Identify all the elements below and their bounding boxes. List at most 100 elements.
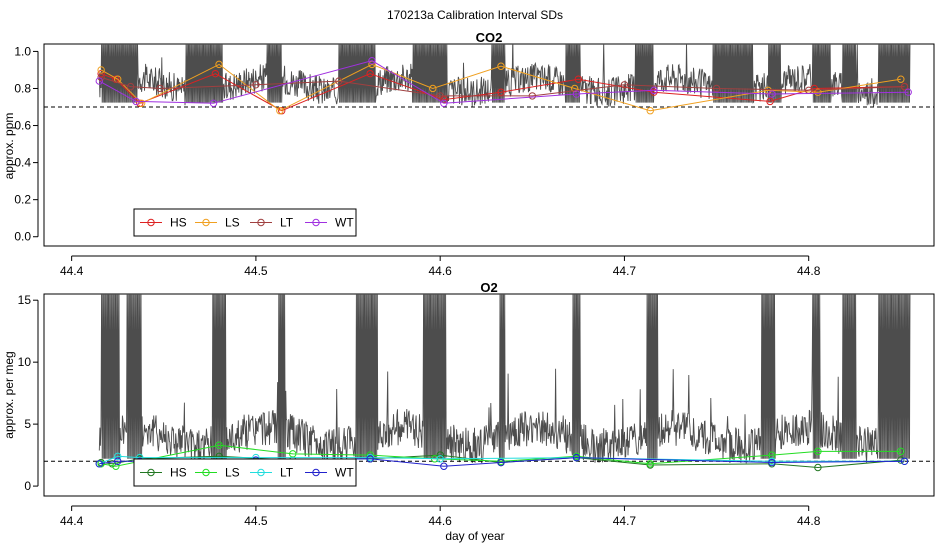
co2-y-tick-label: 0.0 [14, 230, 31, 244]
co2-y-tick-label: 0.8 [14, 81, 31, 95]
o2-y-tick-label: 5 [24, 417, 31, 431]
co2-series-wt-point [768, 90, 776, 98]
o2-series-ls-point [814, 447, 822, 456]
co2-series-hs-point [574, 75, 583, 83]
co2-series-lt-point [97, 73, 105, 82]
co2-series-lt-point [620, 81, 629, 89]
co2-chart-title: CO2 [476, 30, 503, 45]
o2-x-tick-label: 44.5 [244, 514, 268, 528]
o2-series-wt-point [572, 453, 581, 462]
co2-series-hs-point [366, 69, 374, 78]
o2-legend-label-ls: LS [225, 466, 240, 480]
o2-legend-marker [257, 468, 265, 477]
co2-series-lt-point [712, 84, 721, 93]
co2-y-axis-label: approx. ppm [2, 113, 16, 180]
o2-series-ls-point [112, 462, 120, 470]
o2-series-wt-point [497, 458, 505, 467]
co2-legend-label-lt: LT [280, 216, 294, 230]
o2-legend-marker [202, 468, 210, 477]
co2-series-lt-point [252, 81, 260, 89]
co2-series-hs-point [497, 88, 505, 96]
o2-series-wt-point [900, 457, 909, 466]
o2-x-tick-label: 44.8 [797, 514, 821, 528]
o2-panel: O2 approx. per meg day of year 44.4 44.5 4… [2, 280, 935, 543]
co2-series-ls-point [897, 75, 905, 83]
co2-series-lt-point [528, 92, 537, 100]
co2-series-wt-line [99, 60, 909, 104]
x-axis-label: day of year [445, 529, 504, 543]
co2-series-hs-point [211, 69, 220, 78]
o2-series-lt-point [436, 455, 444, 463]
co2-legend-marker [147, 218, 155, 227]
o2-y-tick-label: 10 [18, 355, 32, 369]
co2-series-wt-point [209, 99, 218, 108]
co2-legend-label-hs: HS [170, 216, 187, 230]
o2-series-hs-point [897, 456, 905, 464]
o2-series-ls-point [215, 441, 223, 449]
co2-series-ls-point [497, 62, 505, 70]
o2-series-wt-point [440, 462, 448, 470]
co2-x-tick-label: 44.7 [613, 264, 637, 278]
co2-series-wt-point [440, 99, 448, 108]
co2-series-ls-point [429, 84, 437, 93]
co2-legend-marker [312, 218, 320, 227]
o2-x-tick-label: 44.7 [613, 514, 637, 528]
o2-legend: HS LS LT WT [133, 458, 357, 487]
o2-legend-label-wt: WT [335, 466, 354, 480]
co2-series-ls-point [215, 60, 223, 69]
co2-x-tick-label: 44.5 [244, 264, 268, 278]
co2-series-lt-point [156, 84, 164, 93]
co2-series-ls-line [100, 63, 901, 112]
o2-legend-label-lt: LT [280, 466, 294, 480]
co2-legend-label-ls: LS [225, 216, 240, 230]
co2-legend-label-wt: WT [335, 216, 354, 230]
co2-series-ls-point [814, 88, 822, 96]
co2-legend: HS LS LT WT [133, 208, 357, 237]
co2-legend-marker [202, 218, 210, 227]
o2-x-tick-label: 44.6 [428, 514, 452, 528]
co2-series-wt-point [95, 77, 103, 85]
o2-y-tick-label: 15 [18, 293, 32, 307]
co2-series-lt-point [436, 92, 444, 100]
co2-series-wt-point [132, 97, 140, 106]
o2-series-wt-point [114, 457, 122, 466]
o2-series-hs-point [814, 463, 822, 472]
co2-x-tick-label: 44.6 [428, 264, 452, 278]
o2-x-tick-label: 44.4 [60, 514, 84, 528]
co2-series-lt-point [335, 77, 343, 85]
co2-y-tick-label: 0.4 [14, 156, 31, 170]
o2-series-ls-point [897, 447, 905, 456]
o2-series-wt-point [366, 455, 374, 463]
o2-series-wt-point [768, 458, 776, 467]
co2-plot-frame [43, 43, 935, 247]
co2-series-hs-line [100, 73, 905, 112]
o2-plot-frame [43, 293, 935, 497]
co2-series-lt-line [100, 76, 905, 97]
co2-series-lt-point [900, 82, 909, 91]
co2-series-wt-point [904, 88, 912, 96]
co2-x-tick-label: 44.4 [60, 264, 84, 278]
o2-y-axis-label: approx. per meg [2, 351, 16, 438]
o2-chart-title: O2 [480, 280, 497, 295]
o2-legend-marker [312, 468, 320, 477]
co2-series-wt-point [650, 86, 658, 95]
o2-measured-trace [98, 294, 911, 464]
o2-series-lt-line [99, 455, 905, 465]
co2-measured-trace [98, 44, 911, 107]
co2-y-tick-label: 0.6 [14, 119, 31, 133]
o2-y-tick-label: 0 [24, 479, 31, 493]
o2-legend-label-hs: HS [170, 466, 187, 480]
o2-series-wt-point [95, 460, 103, 468]
co2-series-ls-point [646, 107, 654, 115]
co2-legend-marker [257, 218, 265, 227]
co2-y-tick-label: 0.2 [14, 193, 31, 207]
o2-series-ls-point [289, 450, 297, 458]
co2-series-wt-point [368, 56, 376, 65]
co2-y-tick-label: 1.0 [14, 44, 31, 58]
co2-series-hs-point [766, 97, 774, 106]
o2-series-ls-point [646, 460, 654, 468]
co2-x-tick-label: 44.8 [797, 264, 821, 278]
co2-panel: CO2 approx. ppm 44.4 44.5 44.6 44.7 44.8 0.0 0… [2, 30, 935, 278]
co2-series-ls-point [97, 66, 105, 74]
